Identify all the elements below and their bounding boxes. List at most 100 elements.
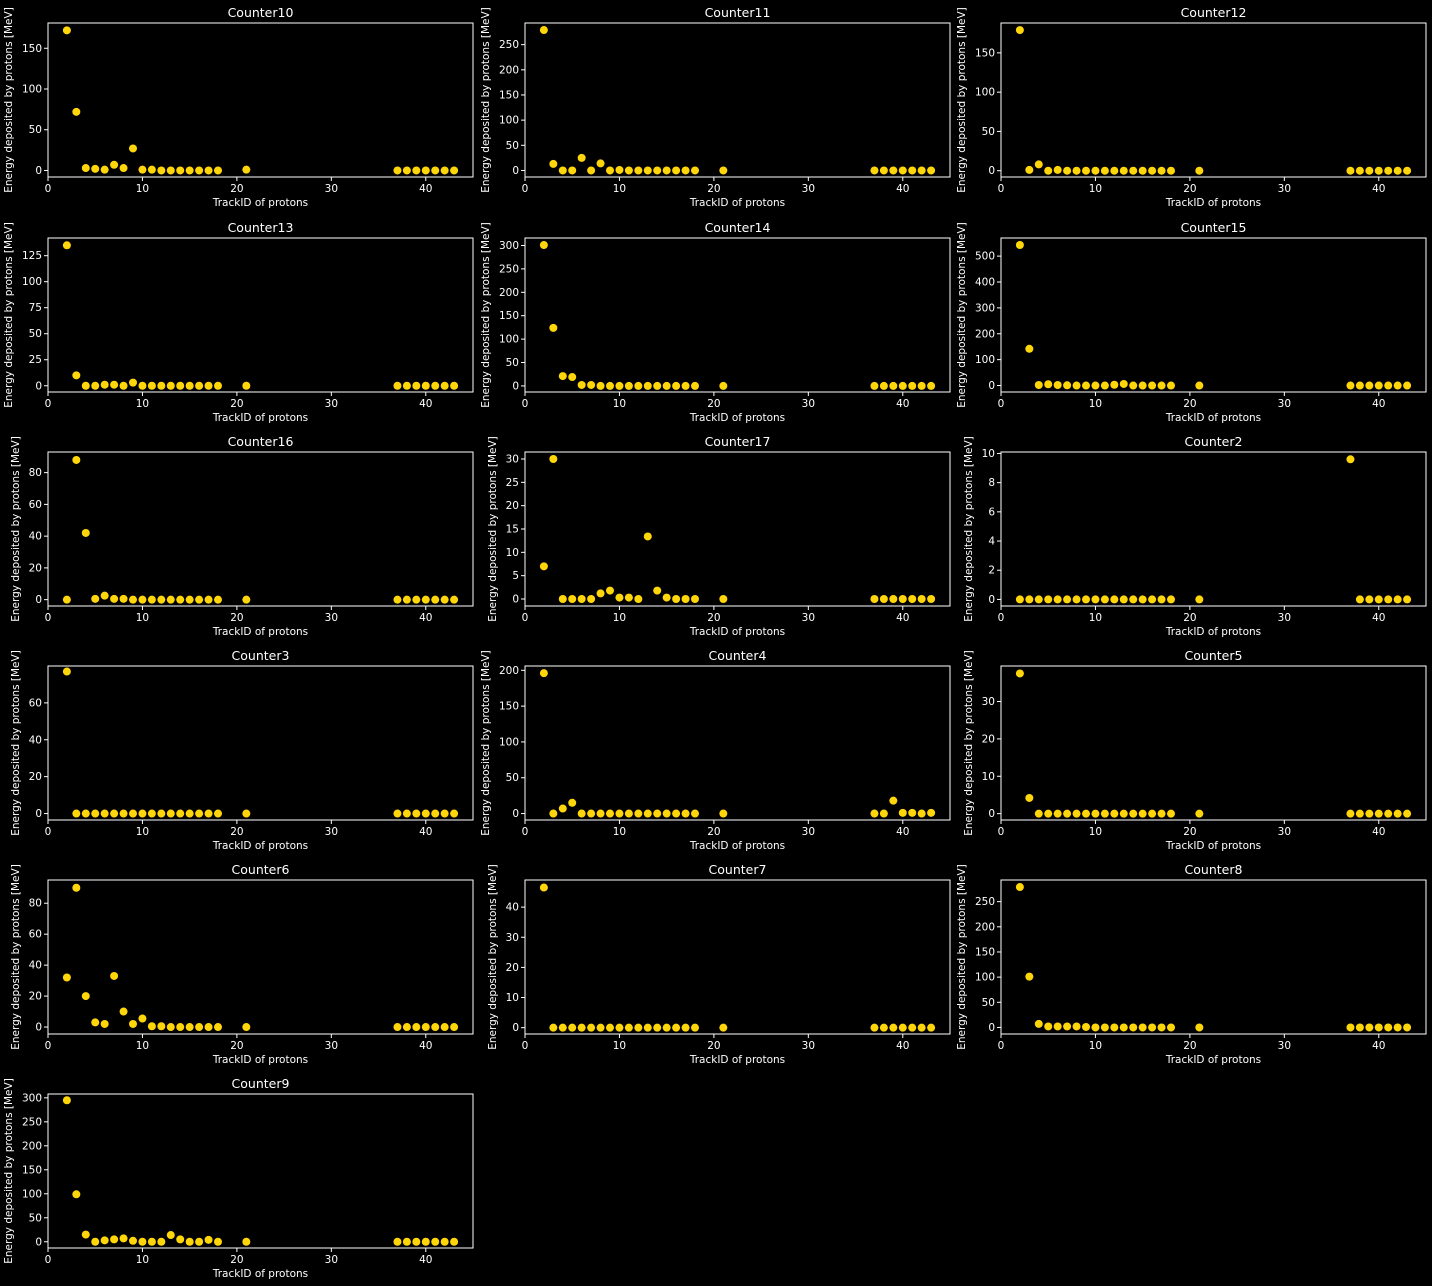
data-point <box>879 809 888 818</box>
y-axis-label: Energy deposited by protons [MeV] <box>10 436 22 622</box>
data-point <box>119 809 128 818</box>
data-point <box>889 796 898 805</box>
x-axis-label: TrackID of protons <box>1165 626 1261 638</box>
data-point <box>81 809 90 818</box>
y-axis-label: Energy deposited by protons [MeV] <box>480 222 492 408</box>
y-tick-label: 0 <box>988 165 995 177</box>
data-point <box>110 160 119 169</box>
x-tick-label: 10 <box>136 1040 149 1052</box>
data-point <box>898 808 907 817</box>
data-point <box>119 1234 128 1243</box>
plot-frame <box>47 451 474 607</box>
data-point <box>1403 166 1412 175</box>
plot-frame <box>47 665 474 821</box>
y-tick-label: 0 <box>35 165 42 177</box>
data-point <box>110 1235 119 1244</box>
data-point <box>662 1023 671 1032</box>
x-axis-label: TrackID of protons <box>689 840 785 852</box>
data-point <box>719 595 728 603</box>
data-point <box>879 381 888 390</box>
data-point <box>100 809 109 818</box>
subplot: Counter7 0 10 20 30 40 0 10 20 30 40 TrackID of pro… <box>487 862 951 1066</box>
data-point <box>1129 381 1138 390</box>
data-point <box>100 380 109 389</box>
data-point <box>1053 595 1062 604</box>
data-point <box>129 144 137 153</box>
data-point <box>549 455 558 463</box>
y-tick-label: 10 <box>506 547 519 559</box>
data-point <box>1355 1023 1364 1032</box>
y-tick-label: 0 <box>512 808 519 820</box>
plot-frame <box>1000 22 1427 178</box>
data-point <box>1091 1023 1100 1032</box>
y-tick-label: 300 <box>22 1092 42 1104</box>
y-tick-label: 20 <box>29 562 42 574</box>
y-tick-label: 40 <box>29 960 42 972</box>
data-point <box>917 809 926 818</box>
data-point <box>927 808 936 817</box>
data-point <box>672 595 681 603</box>
data-point <box>681 381 690 390</box>
y-tick-label: 125 <box>22 250 42 262</box>
data-point <box>1015 883 1024 892</box>
x-tick-label: 10 <box>1089 183 1102 195</box>
data-point <box>927 1023 936 1032</box>
data-point <box>1148 809 1157 818</box>
data-point <box>672 1023 681 1032</box>
y-tick-label: 250 <box>499 263 519 275</box>
data-point <box>1129 595 1138 604</box>
data-point <box>558 595 567 603</box>
x-tick-label: 20 <box>1183 398 1196 410</box>
y-tick-label: 20 <box>29 771 42 783</box>
data-point <box>1365 1023 1374 1032</box>
x-tick-label: 40 <box>1372 826 1385 838</box>
data-point <box>1044 595 1053 604</box>
data-point <box>1346 381 1355 390</box>
plot-frame <box>47 237 474 393</box>
x-axis-label: TrackID of protons <box>212 626 308 638</box>
data-point <box>1063 166 1072 175</box>
data-point <box>147 381 156 390</box>
plot-frame <box>524 451 951 607</box>
data-point <box>1082 595 1090 604</box>
data-point <box>577 595 586 603</box>
y-tick-label: 50 <box>29 328 42 340</box>
data-point <box>927 595 936 603</box>
data-point <box>157 381 166 390</box>
data-point <box>1138 595 1147 604</box>
data-point <box>898 166 907 175</box>
x-tick-label: 0 <box>522 826 529 838</box>
data-point <box>917 1023 926 1032</box>
y-tick-label: 50 <box>982 997 995 1009</box>
data-point <box>898 595 907 603</box>
data-point <box>1403 595 1412 604</box>
data-point <box>1063 381 1072 390</box>
x-tick-label: 40 <box>419 612 432 624</box>
data-point <box>72 1190 81 1199</box>
data-point <box>431 809 440 818</box>
data-point <box>539 26 548 35</box>
plot-frame <box>47 879 474 1035</box>
data-point <box>539 669 548 678</box>
data-point <box>917 595 926 603</box>
data-point <box>195 1023 204 1032</box>
data-point <box>1091 595 1100 604</box>
subplot: Counter14 0 10 20 30 40 0 50 100 150 200 250 300 Trac… <box>480 220 951 424</box>
data-point <box>1063 1022 1072 1031</box>
y-tick-label: 60 <box>29 697 42 709</box>
data-point <box>119 164 128 173</box>
x-axis-label: TrackID of protons <box>212 840 308 852</box>
y-tick-label: 20 <box>29 991 42 1003</box>
x-tick-label: 10 <box>136 183 149 195</box>
data-point <box>393 1023 402 1032</box>
data-point <box>62 595 71 604</box>
data-point <box>1025 165 1034 174</box>
data-point <box>681 595 690 603</box>
data-point <box>889 595 898 603</box>
data-point <box>898 381 907 390</box>
data-point <box>195 166 204 175</box>
data-point <box>889 166 898 175</box>
x-axis-label: TrackID of protons <box>689 197 785 209</box>
data-point <box>1148 166 1157 175</box>
data-point <box>166 381 175 390</box>
